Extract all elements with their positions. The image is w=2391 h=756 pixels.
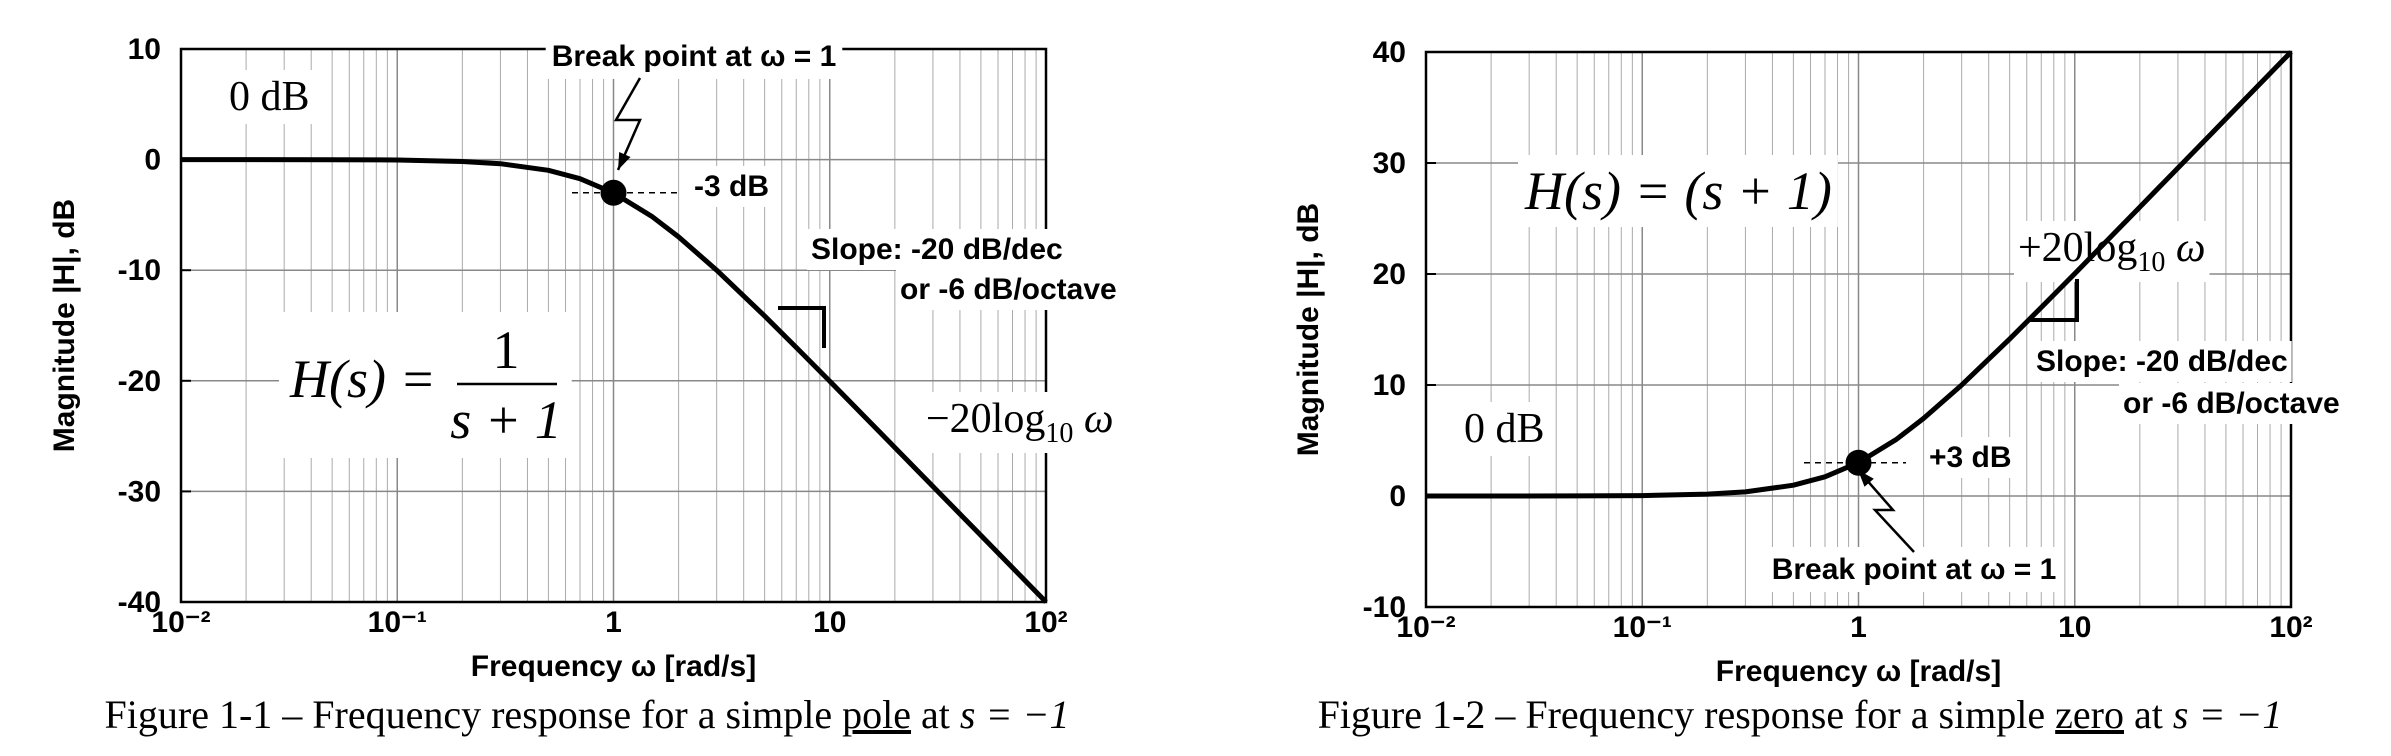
x-tick-label: 10⁻¹ [1613,611,1672,644]
x-tick-label: 1 [605,606,622,639]
annotation: Break point at ω = 1 [1772,553,2057,586]
x-tick-label: 10² [1024,606,1067,639]
line [181,157,1048,604]
formula: 1 [493,320,520,380]
break-point [1845,449,1872,476]
annotation: −20log10 ω [926,396,1114,449]
x-tick-label: 10² [2269,611,2312,644]
y-tick-label: 0 [1389,480,1406,513]
annotation: Slope: -20 dB/dec [2036,345,2288,378]
label-background [2014,221,2210,282]
annotation: +3 dB [1929,441,2012,474]
label-background [225,70,314,124]
y-axis-label: Magnitude |H|, dB [48,199,81,452]
chart: 10⁻² 10⁻¹ 1 10 10² 40 30 20 10 0 -10 Frequency ω [r… [1292,36,2344,737]
caption: Figure 1-2 – Frequency response for a si… [1318,692,2283,737]
y-tick-label: 20 [1373,258,1406,291]
annotation-part: 10 [2137,247,2165,278]
annotation: Break point at ω = 1 [552,40,837,73]
annotation: Slope: -20 dB/dec [811,233,1063,266]
y-tick-label: -20 [118,365,161,398]
y-tick-label: -30 [118,475,161,508]
formula: H(s) = (s + 1) [1524,161,1832,221]
x-tick-label: 1 [1850,611,1867,644]
arrow [1857,469,1915,553]
x-tick-label: 10 [813,606,846,639]
caption: Figure 1-1 – Frequency response for a si… [105,692,1070,737]
annotation-part: 10 [1045,418,1073,449]
annotation-part: −20log [926,396,1045,442]
y-tick-label: 30 [1373,147,1406,180]
annotation: or -6 dB/octave [900,273,1117,306]
y-tick-label: 40 [1373,36,1406,69]
formula: s + 1 [450,390,561,450]
label-background [922,392,1118,453]
x-tick-label: 10⁻² [151,606,210,639]
label-background [1925,437,2016,478]
y-tick-label: -10 [1363,591,1406,624]
line [1426,50,2293,499]
y-tick-label: -40 [118,586,161,619]
annotation-part: +20log [2018,225,2137,271]
label-background [2119,383,2344,424]
label-background [545,34,843,79]
label-background [807,229,1067,270]
plot-frame [1424,50,2293,609]
caption-part: at [911,692,960,737]
slope-marker [2028,279,2079,322]
x-axis-label: Frequency ω [rad/s] [1716,655,2001,688]
y-tick-label: -10 [118,254,161,287]
caption-part: s = −1 [2173,692,2283,737]
annotation: 0 dB [1464,406,1545,452]
y-tick-label: 10 [128,33,161,66]
caption-part: Figure 1-1 – Frequency response for a si… [105,692,843,737]
arrow-head [618,152,631,170]
label-background [2032,341,2292,382]
x-tick-label: 10 [2058,611,2091,644]
annotation: -3 dB [694,170,769,203]
slope-marker [778,306,826,348]
y-tick-label: 10 [1373,369,1406,402]
caption-part: Figure 1-2 – Frequency response for a si… [1318,692,2056,737]
chart: 10⁻² 10⁻¹ 1 10 10² 10 0 -10 -20 -30 -40 Frequency ω… [48,33,1121,737]
label-background [1460,402,1549,456]
label-background [690,166,773,207]
caption-part: at [2124,692,2173,737]
arrow [613,77,642,171]
x-tick-label: 10⁻² [1396,611,1455,644]
caption-part: zero [2055,692,2124,737]
annotation: 0 dB [229,74,310,120]
x-tick-label: 10⁻¹ [368,606,427,639]
annotation-part: ω [1073,396,1113,442]
caption-part: pole [842,692,911,737]
formula: H(s) = [289,349,436,409]
x-axis-label: Frequency ω [rad/s] [471,650,756,683]
break-point [600,179,627,206]
arrow-head [1858,470,1874,487]
annotation-part: ω [2165,225,2205,271]
y-axis-label: Magnitude |H|, dB [1292,203,1325,456]
y-tick-label: 0 [144,144,161,177]
label-background [896,269,1121,310]
annotation: or -6 dB/octave [2123,387,2340,420]
label-background [1765,547,2063,592]
label-background [1518,155,1838,227]
caption-part: s = −1 [960,692,1070,737]
